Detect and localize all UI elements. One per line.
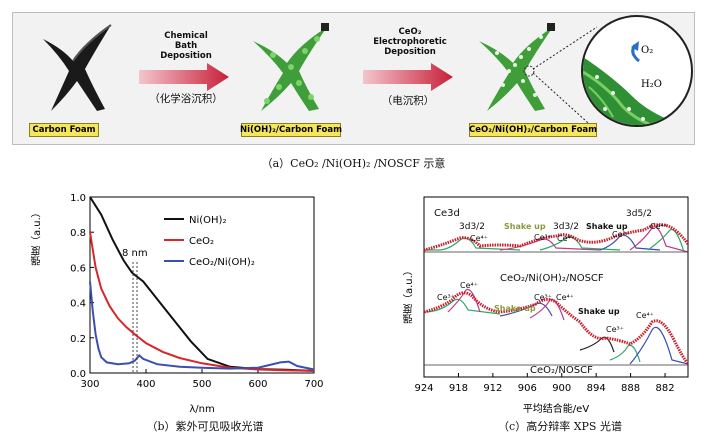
lower-fit-peaks xyxy=(423,288,689,365)
upper-spectrum-line xyxy=(423,223,690,252)
caption-a: （a）CeO₂ /Ni(OH)₂ /NOSCF 示意 xyxy=(261,157,446,170)
upper-sample-label: CeO₂/Ni(OH)₂/NOSCF xyxy=(500,273,604,284)
chart-b-legend: Ni(OH)₂ CeO₂ CeO₂/Ni(OH)₂ xyxy=(164,215,255,268)
upper-ann-ce3-2: Ce³⁺ xyxy=(612,230,630,239)
y-tick-label: 0.0 xyxy=(70,369,86,380)
upper-fit-peaks xyxy=(424,226,689,253)
lower-ann-ce3-2: Ce³⁺ xyxy=(534,293,552,302)
chart-b-xlabel: λ/nm xyxy=(189,404,214,415)
upper-ann-shake2: Shake up xyxy=(586,222,628,231)
ceo2-foam-label: CeO₂/Ni(OH)₂/Carbon Foam xyxy=(469,123,598,137)
annotation-8nm: 8 nm xyxy=(122,248,148,259)
upper-ann-ce4-3: Ce⁴⁺ xyxy=(650,222,668,231)
ce3d-title: Ce3d xyxy=(434,208,460,219)
x-tick-label: 906 xyxy=(518,383,537,394)
lower-ann-ce3-3: Ce³⁺ xyxy=(606,325,624,334)
caption-b: （b）紫外可见吸收光谱 xyxy=(146,420,264,433)
upper-ann-ce4-2: Ce⁴⁺ xyxy=(557,234,575,243)
lower-ann-shake1: Shake up xyxy=(494,304,536,313)
step2-text: CeO₂ Electrophoretic Deposition xyxy=(373,27,447,57)
y-tick-label: 1.0 xyxy=(70,193,86,204)
carbon-foam-label: Carbon Foam xyxy=(29,123,99,137)
upper-ann-ce3-1: Ce³⁺ xyxy=(534,233,552,242)
lower-ann-ce4-1: Ce⁴⁺ xyxy=(460,281,478,290)
nioh2-foam-label: Ni(OH)₂/Carbon Foam xyxy=(240,123,342,137)
y-tick-label: 0.2 xyxy=(70,334,86,345)
ceo2-foam-image xyxy=(479,23,555,111)
zoom-lines xyxy=(532,26,598,132)
upper-ann-3d52: 3d5/2 xyxy=(626,209,652,219)
o2-label: O₂ xyxy=(641,45,654,56)
lower-spectrum-line xyxy=(423,291,690,365)
nioh2-foam-image xyxy=(253,23,329,111)
x-tick-label: 400 xyxy=(136,379,155,390)
arrow-right-icon xyxy=(363,63,453,91)
carbon-foam-image xyxy=(43,24,112,111)
upper-ann-3d32-right: 3d3/2 xyxy=(553,222,579,232)
zoom-circle: O₂ H₂O xyxy=(581,15,693,127)
lower-ann-shake2: Shake up xyxy=(578,307,620,316)
x-tick-label: 300 xyxy=(80,379,99,390)
x-tick-label: 900 xyxy=(552,383,571,394)
x-tick-label: 888 xyxy=(621,383,640,394)
legend-ceo2-nioh2: CeO₂/Ni(OH)₂ xyxy=(189,257,255,268)
x-tick-label: 894 xyxy=(587,383,606,394)
x-tick-label: 600 xyxy=(248,379,267,390)
y-tick-label: 0.4 xyxy=(70,299,86,310)
lower-ann-ce3-1: Ce³⁺ xyxy=(437,293,455,302)
legend-nioh2: Ni(OH)₂ xyxy=(189,215,226,226)
x-tick-label: 700 xyxy=(304,379,323,390)
x-tick-label: 918 xyxy=(449,383,468,394)
x-tick-label: 500 xyxy=(192,379,211,390)
schematic-panel: Carbon Foam Chemical Bath Deposition （化学… xyxy=(12,12,695,145)
uv-vis-chart: 300 400 500 600 700 0.0 0.2 0.4 0.6 0.8 1.0 8 nm N… xyxy=(70,193,323,415)
step2-cn-text: （电沉积） xyxy=(381,95,435,107)
x-tick-label: 912 xyxy=(483,383,502,394)
upper-ann-shake1: Shake up xyxy=(504,222,546,231)
y-tick-label: 0.8 xyxy=(70,228,86,239)
h2o-label: H₂O xyxy=(641,79,662,90)
lower-ann-ce4-2: Ce⁴⁺ xyxy=(556,293,574,302)
step1-cn-text: （化学浴沉积） xyxy=(149,93,223,105)
x-tick-label: 882 xyxy=(655,383,674,394)
arrow-right-icon xyxy=(139,63,229,91)
step1-text: Chemical Bath Deposition xyxy=(160,31,212,61)
lower-ann-ce4-3: Ce⁴⁺ xyxy=(636,311,654,320)
lower-sample-label: CeO₂/NOSCF xyxy=(530,365,593,376)
y-tick-label: 0.6 xyxy=(70,263,86,274)
upper-ann-3d32-left: 3d3/2 xyxy=(459,222,485,232)
caption-c: （c）高分辩率 XPS 光谱 xyxy=(498,420,622,433)
series-line-2 xyxy=(89,281,315,371)
chart-c-xlabel: 平均结合能/eV xyxy=(523,402,590,415)
legend-ceo2: CeO₂ xyxy=(189,236,214,247)
x-tick-label: 924 xyxy=(414,383,433,394)
upper-ann-ce4-1: Ce⁴⁺ xyxy=(470,234,488,243)
chart-c-frame xyxy=(423,196,689,378)
